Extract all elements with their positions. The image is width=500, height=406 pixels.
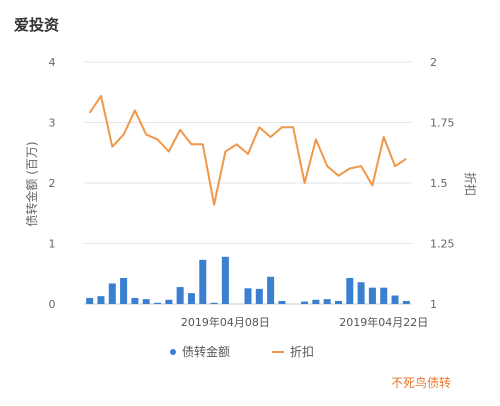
right-tick-label: 1.5 (430, 177, 448, 190)
bar[interactable] (312, 299, 320, 304)
bar[interactable] (108, 283, 116, 304)
bar[interactable] (346, 277, 354, 304)
x-tick-label: 2019年04月08日 (181, 315, 270, 329)
bar[interactable] (402, 300, 410, 304)
watermark: 不死鸟债转 (391, 376, 452, 390)
bar[interactable] (244, 288, 252, 304)
bar[interactable] (176, 287, 184, 304)
legend-line-label: 折扣 (290, 345, 315, 359)
right-axis-ticks: 1 1.25 1.5 1.75 2 (430, 56, 455, 311)
x-axis-labels: 2019年04月08日 2019年04月22日 (181, 315, 428, 329)
right-tick-label: 1 (430, 298, 437, 311)
bar-series (86, 256, 410, 304)
bar[interactable] (154, 302, 162, 304)
page-title: 爱投资 (14, 16, 60, 34)
left-axis-ticks: 0 1 2 3 4 (49, 56, 56, 311)
legend-item-bar[interactable]: 债转金额 (170, 343, 230, 360)
bar[interactable] (380, 287, 388, 304)
left-tick-label: 0 (49, 298, 56, 311)
right-axis-label: 折扣 (463, 172, 478, 196)
bar[interactable] (391, 295, 399, 304)
bar[interactable] (255, 288, 263, 304)
bar[interactable] (221, 256, 229, 304)
bar[interactable] (199, 259, 207, 304)
left-tick-label: 1 (49, 238, 56, 251)
x-tick-label: 2019年04月22日 (339, 315, 428, 329)
grid-lines (84, 61, 412, 305)
bar[interactable] (301, 301, 309, 304)
bar[interactable] (210, 302, 218, 304)
bar[interactable] (267, 276, 275, 304)
right-tick-label: 1.75 (430, 117, 455, 130)
bar[interactable] (278, 300, 286, 304)
bar[interactable] (131, 297, 139, 304)
legend-bar-label: 债转金额 (182, 345, 231, 359)
legend-item-line[interactable]: 折扣 (272, 343, 314, 360)
bar[interactable] (142, 299, 150, 304)
bar[interactable] (334, 300, 342, 304)
line-series (88, 94, 407, 206)
right-tick-label: 1.25 (430, 238, 455, 251)
legend-line-marker (272, 350, 284, 353)
right-tick-label: 2 (430, 56, 437, 69)
bar[interactable] (187, 293, 195, 304)
bar[interactable] (120, 277, 128, 304)
left-tick-label: 4 (49, 56, 56, 69)
left-tick-label: 2 (49, 177, 56, 190)
bar[interactable] (97, 296, 105, 304)
bar[interactable] (323, 299, 331, 304)
left-tick-label: 3 (49, 117, 56, 130)
legend-bar-marker (170, 348, 176, 355)
bar[interactable] (165, 299, 173, 304)
bar[interactable] (86, 297, 94, 304)
bar[interactable] (368, 287, 376, 304)
left-axis-label: 债转金额 (百万) (24, 141, 39, 226)
bar[interactable] (357, 282, 365, 304)
